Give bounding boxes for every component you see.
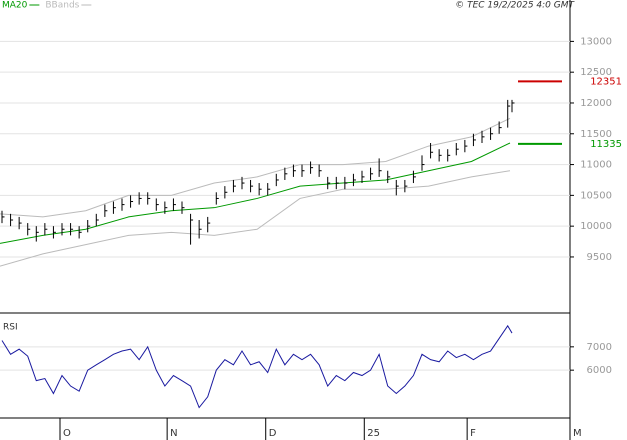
x-tick-label: F	[470, 428, 476, 439]
price-marker-label: 11335	[590, 139, 622, 150]
y-tick-label: 11500	[580, 129, 612, 140]
y-tick-label: 10500	[580, 190, 612, 201]
ma-line	[0, 142, 511, 244]
y-tick-label: 12500	[580, 67, 612, 78]
band-upper	[0, 117, 511, 218]
x-tick-label: 25	[367, 428, 380, 439]
band-lower	[0, 170, 511, 267]
copyright: © TEC 19/2/2025 4:0 GMT	[455, 1, 575, 11]
y-tick-label: 7000	[587, 342, 612, 353]
legend-label: BBands	[45, 1, 79, 11]
x-tick-label: D	[269, 428, 277, 439]
x-tick-label: O	[63, 428, 71, 439]
x-tick-label: N	[170, 428, 177, 439]
rsi-title: RSI	[3, 323, 18, 333]
y-tick-label: 12000	[580, 98, 612, 109]
price-marker-label: 12351	[590, 76, 622, 87]
y-tick-label: 10000	[580, 221, 612, 232]
x-tick-label: M	[573, 428, 582, 439]
y-tick-label: 6000	[587, 365, 612, 376]
y-tick-label: 13000	[580, 36, 612, 47]
rsi-line	[1, 324, 513, 409]
y-tick-label: 9500	[587, 252, 612, 263]
legend-label: MA20	[2, 1, 28, 11]
y-tick-label: 11000	[580, 160, 612, 171]
